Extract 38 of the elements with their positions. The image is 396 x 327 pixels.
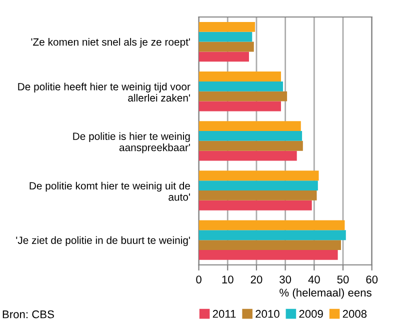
y-tick-label: De politie heeft hier te weinig tijd voor allerlei zaken' xyxy=(18,82,190,102)
bar xyxy=(198,91,288,102)
bar xyxy=(198,200,312,210)
y-tick-label: 'Ze komen niet snel als je ze roept' xyxy=(31,38,190,48)
x-tick-label: 50 xyxy=(337,276,349,284)
bar xyxy=(198,22,256,32)
x-tick-label: 40 xyxy=(308,276,320,284)
bar xyxy=(198,230,346,240)
x-tick-label: 0 xyxy=(196,276,202,284)
x-tick-label: 30 xyxy=(280,276,292,284)
bar xyxy=(198,240,341,250)
bar xyxy=(198,81,284,92)
bar xyxy=(198,121,301,132)
bar xyxy=(198,101,281,112)
legend-label: 2009 xyxy=(299,310,323,318)
x-axis-title: % (helemaal) eens xyxy=(280,288,372,299)
bar xyxy=(198,52,249,62)
x-tick-label: 10 xyxy=(222,276,234,284)
bar xyxy=(198,170,319,181)
bar xyxy=(198,150,297,161)
bar xyxy=(198,131,302,141)
y-tick-label: De politie komt hier te weinig uit de auto' xyxy=(30,182,190,201)
legend-label: 2011 xyxy=(212,310,236,318)
x-tick-label: 20 xyxy=(250,276,262,284)
text: Bron: CBS xyxy=(2,310,54,318)
y-tick-label: De politie is hier te weinig aanspreekbaar' xyxy=(73,132,190,154)
bar xyxy=(198,180,318,191)
bar xyxy=(198,72,281,82)
x-tick-label: 60 xyxy=(366,276,378,284)
bar xyxy=(198,190,317,200)
bar xyxy=(198,220,345,230)
bar xyxy=(198,140,303,151)
y-tick-label: 'Je ziet de politie in de buurt te weinig' xyxy=(16,236,190,246)
bar xyxy=(198,42,254,52)
legend-label: 2008 xyxy=(342,310,367,318)
bar xyxy=(198,250,338,260)
legend-label: 2010 xyxy=(256,310,280,318)
bar xyxy=(198,32,252,42)
